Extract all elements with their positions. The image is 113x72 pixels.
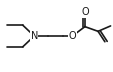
Text: N: N: [30, 31, 38, 41]
Text: O: O: [80, 7, 88, 17]
Text: O: O: [68, 31, 75, 41]
